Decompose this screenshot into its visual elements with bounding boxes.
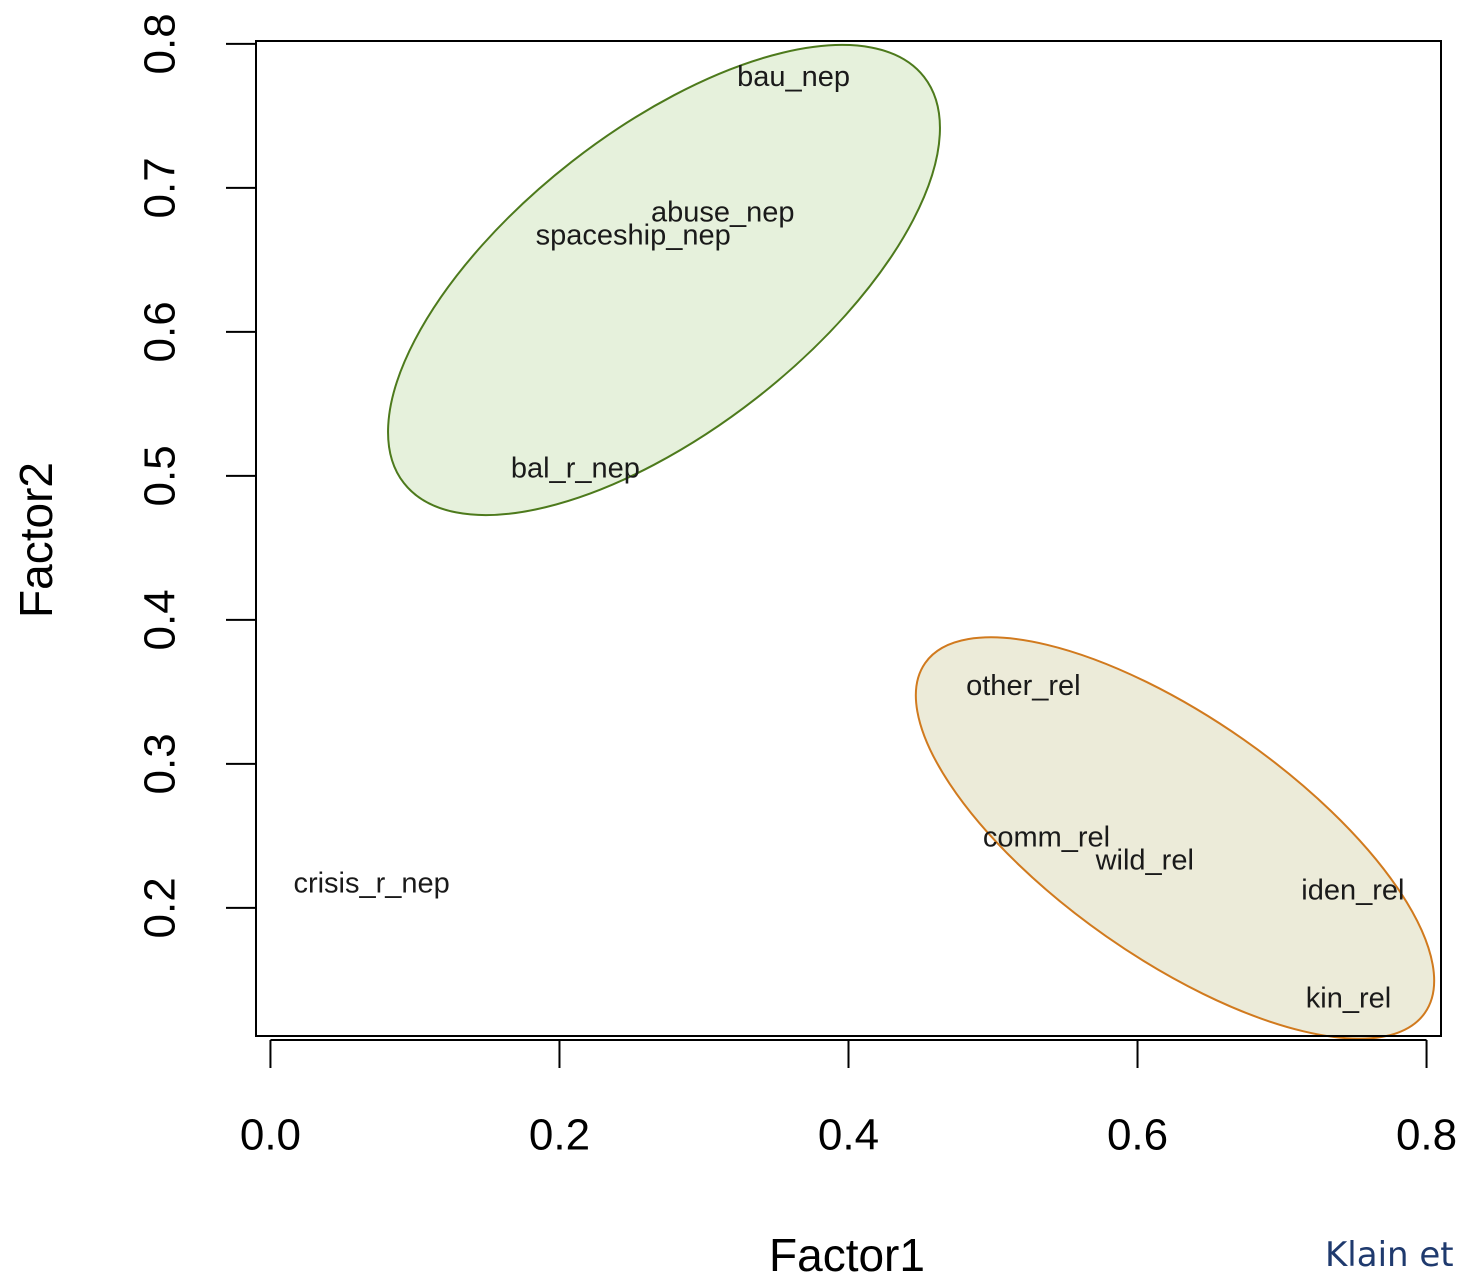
x-tick-label: 0.4: [818, 1111, 879, 1160]
point-label: crisis_r_nep: [293, 867, 449, 899]
source-note: Klain et: [1325, 1235, 1454, 1275]
point-label: iden_rel: [1301, 875, 1404, 907]
cluster-ellipse: [914, 636, 1436, 1040]
x-tick-label: 0.8: [1396, 1111, 1457, 1160]
y-axis-label: Factor2: [10, 462, 62, 618]
cluster-ellipse: [387, 43, 941, 517]
point-label: other_rel: [966, 670, 1080, 702]
x-axis-label: Factor1: [769, 1229, 925, 1281]
point-label: spaceship_nep: [536, 219, 731, 251]
y-tick-label: 0.5: [136, 445, 185, 506]
y-tick-label: 0.3: [136, 733, 185, 794]
y-tick-label: 0.8: [136, 13, 185, 74]
point-label: comm_rel: [983, 821, 1110, 853]
point-label: bal_r_nep: [511, 453, 640, 485]
plot-frame: [255, 40, 1442, 1037]
x-tick-label: 0.0: [240, 1111, 301, 1160]
point-label: wild_rel: [1095, 844, 1194, 876]
x-tick-label: 0.6: [1107, 1111, 1168, 1160]
y-tick-label: 0.7: [136, 157, 185, 218]
point-label: kin_rel: [1306, 983, 1391, 1015]
point-label: abuse_nep: [651, 196, 795, 228]
point-label: bau_nep: [737, 61, 850, 93]
y-tick-label: 0.4: [136, 589, 185, 650]
x-tick-label: 0.2: [529, 1111, 590, 1160]
y-tick-label: 0.6: [136, 301, 185, 362]
y-tick-label: 0.2: [136, 877, 185, 938]
